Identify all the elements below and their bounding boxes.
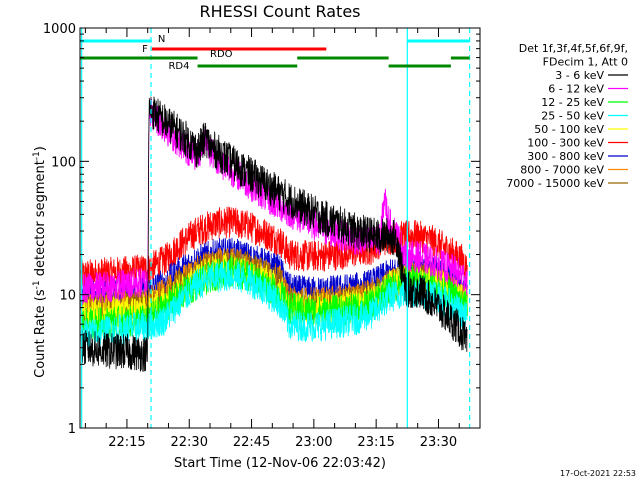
series-layer — [80, 96, 468, 373]
x-axis-label: Start Time (12-Nov-06 22:03:42) — [174, 456, 386, 471]
series-line-3 — [80, 260, 468, 350]
y-tick-label-3: 1000 — [43, 22, 76, 37]
x-tick-label-0: 22:15 — [108, 435, 145, 450]
y-axis-label-close: ) — [33, 146, 48, 151]
legend-header-1: FDecim 1, Att 0 — [543, 56, 628, 69]
plot-frame — [79, 27, 481, 429]
generation-timestamp: 17-Oct-2021 22:53 — [560, 469, 636, 478]
legend: Det 1f,3f,4f,5f,6f,9f,FDecim 1, Att 03 -… — [506, 42, 628, 190]
legend-entry-4: 50 - 100 keV — [534, 123, 604, 136]
y-axis-label-sup: -1 — [32, 280, 42, 289]
legend-entry-6: 300 - 800 keV — [527, 150, 604, 163]
legend-entry-1: 6 - 12 keV — [548, 83, 604, 96]
x-tick-label-2: 22:45 — [233, 435, 270, 450]
y-axis-label-main: Count Rate (s — [33, 289, 48, 378]
state-label-rd4: RD4 — [168, 61, 189, 72]
y-tick-label-2: 100 — [51, 155, 76, 170]
axes: 1 10 100 1000 22:15 22:30 22:45 23:00 23:15 23:30 — [43, 22, 481, 450]
legend-entry-8: 7000 - 15000 keV — [506, 177, 604, 190]
state-label-n: N — [158, 34, 165, 45]
x-tick-label-5: 23:30 — [420, 435, 457, 450]
legend-entry-3: 25 - 50 keV — [541, 110, 604, 123]
legend-entry-2: 12 - 25 keV — [541, 96, 604, 109]
y-axis-label: Count Rate (s-1 detector segment-1) — [32, 146, 48, 378]
legend-header-0: Det 1f,3f,4f,5f,6f,9f, — [519, 42, 628, 55]
legend-entry-7: 800 - 7000 keV — [520, 164, 604, 177]
series-line-1 — [80, 99, 468, 305]
x-tick-label-3: 23:00 — [295, 435, 332, 450]
legend-entry-5: 100 - 300 keV — [527, 137, 604, 150]
state-label-f: F — [142, 44, 148, 55]
y-tick-label-1: 10 — [59, 289, 76, 304]
vertical-markers — [81, 28, 471, 428]
state-label-rdo: RDO — [210, 49, 233, 60]
legend-entry-0: 3 - 6 keV — [555, 69, 604, 82]
svg-text:Count Rate (s-1 detector segme: Count Rate (s-1 detector segment-1) — [32, 146, 48, 378]
y-axis-label-sup2: -1 — [32, 151, 42, 160]
y-axis-label-tail: detector segment — [33, 160, 48, 280]
series-line-0 — [80, 96, 468, 373]
x-tick-label-1: 22:30 — [171, 435, 208, 450]
attenuator-state-bars: NF RDO RD4 — [80, 34, 470, 72]
y-tick-label-0: 1 — [68, 422, 76, 437]
chart-title: RHESSI Count Rates — [200, 2, 361, 21]
x-tick-label-4: 23:15 — [357, 435, 394, 450]
